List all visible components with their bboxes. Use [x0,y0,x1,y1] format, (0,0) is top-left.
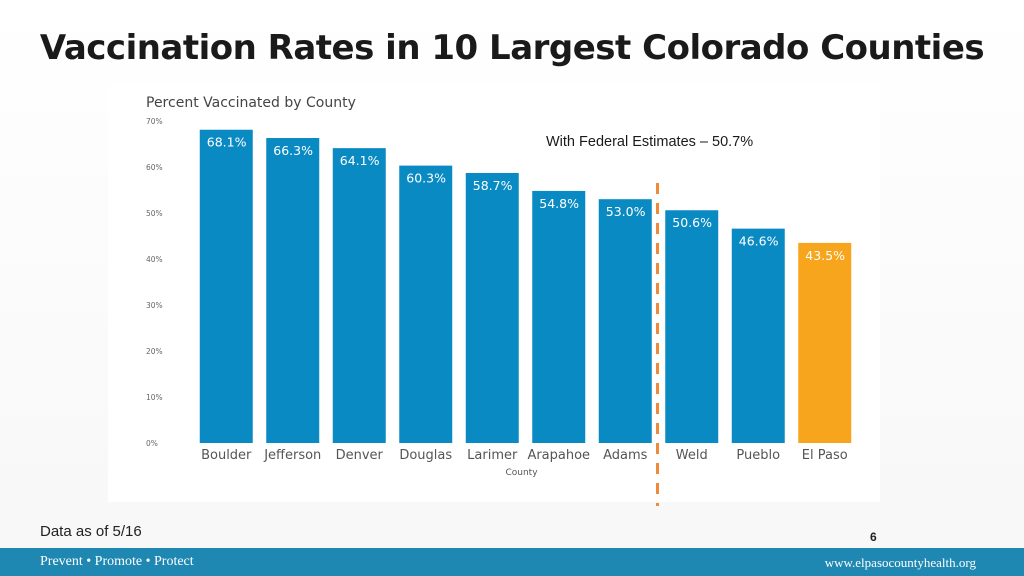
footer-website: www.elpasocountyhealth.org [824,555,976,570]
bar-pueblo [731,228,785,443]
y-tick-label: 70% [146,117,163,126]
category-label: Jefferson [263,448,321,463]
category-label: Adams [603,448,648,463]
bar-arapahoe [532,190,586,443]
bar-boulder [199,129,253,444]
bar-value-label: 68.1% [207,135,247,150]
y-tick-label: 0% [146,439,158,448]
page-number: 6 [870,530,877,544]
bar-douglas [399,165,453,443]
y-tick-label: 40% [146,255,163,264]
category-label: Arapahoe [527,448,590,463]
category-label: Douglas [399,448,452,463]
category-label: Larimer [467,448,518,463]
bar-larimer [465,172,519,444]
bar-value-label: 46.6% [739,234,779,249]
bar-value-label: 64.1% [340,153,380,168]
data-date-footnote: Data as of 5/16 [40,523,142,540]
bar-value-label: 54.8% [539,196,579,211]
bar-el-paso [798,242,852,443]
category-label: Weld [676,448,708,463]
footer-tagline: Prevent • Promote • Protect [40,554,194,569]
y-tick-label: 10% [146,393,163,402]
bar-jefferson [266,138,320,443]
y-tick-label: 30% [146,301,163,310]
x-axis-label: County [505,468,538,478]
chart-title: Percent Vaccinated by County [146,95,356,111]
y-tick-label: 60% [146,163,163,172]
y-tick-label: 20% [146,347,163,356]
slide-title: Vaccination Rates in 10 Largest Colorado… [39,28,985,68]
bar-value-label: 50.6% [672,215,712,230]
bar-adams [598,199,652,443]
category-label: Boulder [201,448,252,463]
bar-value-label: 66.3% [273,143,313,158]
federal-estimate-annotation: With Federal Estimates – 50.7% [546,134,754,150]
bar-weld [665,210,719,443]
bar-value-label: 43.5% [805,248,845,263]
category-label: El Paso [802,448,848,463]
bar-value-label: 53.0% [606,204,646,219]
y-tick-label: 50% [146,209,163,218]
category-label: Pueblo [736,448,780,463]
bar-value-label: 60.3% [406,171,446,186]
bar-value-label: 58.7% [473,178,513,193]
bar-denver [332,148,386,443]
footer-bar: Prevent • Promote • Protect www.elpasoco… [0,548,1024,576]
category-label: Denver [336,448,384,463]
